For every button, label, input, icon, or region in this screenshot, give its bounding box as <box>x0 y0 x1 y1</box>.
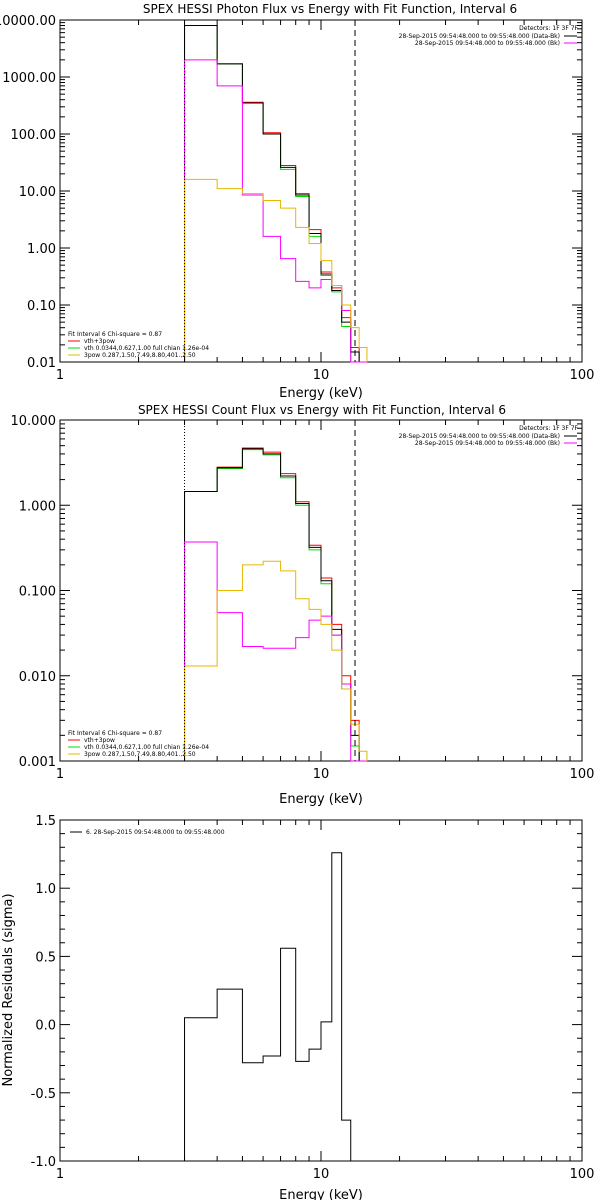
series-line <box>184 178 368 362</box>
photon-flux-detectors: Detectors: 1F 3F 7F <box>519 25 578 32</box>
series-line <box>184 25 367 363</box>
residuals-legend: 6. 28-Sep-2015 09:54:48.000 to 09:55:48.… <box>70 829 225 836</box>
residuals-x-ticks: 1 10 100 <box>56 820 595 1182</box>
residuals-xlabel: Energy (keV) <box>279 1188 363 1200</box>
photon-flux-time-legend: 28-Sep-2015 09:54:48.000 to 09:55:48.000… <box>399 33 577 47</box>
y-tick-label: -1.0 <box>31 1155 56 1170</box>
photon-flux-xlabel: Energy (keV) <box>279 386 363 401</box>
photon-flux-markers <box>184 20 356 362</box>
series-line <box>184 59 367 363</box>
photon-flux-panel: SPEX HESSI Photon Flux vs Energy with Fi… <box>0 2 594 401</box>
legend-item-label: vth 0.0344,0.627,1.00 full chian 1.26e-0… <box>84 744 209 751</box>
count-flux-x-ticks: 1 10 100 <box>56 420 595 782</box>
time-range-label: 28-Sep-2015 09:54:48.000 to 09:55:48.000… <box>399 433 560 440</box>
legend-header: Fit Interval 6 Chi-square = 0.87 <box>68 730 162 737</box>
time-range-label: 28-Sep-2015 09:54:48.000 to 09:55:48.000… <box>415 40 560 47</box>
legend-header: Fit Interval 6 Chi-square = 0.87 <box>68 331 162 338</box>
photon-flux-legend: Fit Interval 6 Chi-square = 0.87vth+3pow… <box>68 331 209 359</box>
photon-flux-title: SPEX HESSI Photon Flux vs Energy with Fi… <box>143 2 517 16</box>
count-flux-panel: SPEX HESSI Count Flux vs Energy with Fit… <box>11 403 595 807</box>
y-tick-label: -0.5 <box>31 1087 56 1102</box>
y-tick-label: 0.5 <box>35 950 56 965</box>
x-tick-label: 10 <box>313 1167 330 1182</box>
time-range-label: 28-Sep-2015 09:54:48.000 to 09:55:48.000… <box>399 33 560 40</box>
series-line <box>184 449 367 762</box>
y-tick-label: 0.010 <box>19 670 56 685</box>
x-tick-label: 10 <box>313 767 330 782</box>
y-tick-label: 10.000 <box>11 414 57 429</box>
y-tick-label: 10000.00 <box>0 14 56 29</box>
legend-item-label: vth 0.0344,0.627,1.00 full chian 1.26e-0… <box>84 345 209 352</box>
count-flux-xlabel: Energy (keV) <box>279 792 363 807</box>
time-range-label: 28-Sep-2015 09:54:48.000 to 09:55:48.000… <box>415 440 560 447</box>
residuals-series <box>184 852 352 1161</box>
x-tick-label: 1 <box>56 368 64 383</box>
photon-flux-series <box>184 25 368 363</box>
x-tick-label: 1 <box>56 767 64 782</box>
legend-item-label: vth+3pow <box>84 737 115 744</box>
x-tick-label: 100 <box>570 368 595 383</box>
count-flux-legend: Fit Interval 6 Chi-square = 0.87vth+3pow… <box>68 730 209 758</box>
series-line <box>184 852 352 1161</box>
series-line <box>184 447 367 762</box>
y-tick-label: 0.01 <box>27 356 56 371</box>
y-tick-label: 0.100 <box>19 585 56 600</box>
photon-flux-x-ticks: 1 10 100 <box>56 20 595 383</box>
x-tick-label: 100 <box>570 767 595 782</box>
series-line <box>184 448 367 762</box>
count-flux-series <box>184 447 368 762</box>
residuals-panel: -1.0 -0.5 0.0 0.5 1.0 1.5 1 10 100 Energy (keV)… <box>1 814 594 1200</box>
y-tick-label: 10.00 <box>19 185 56 200</box>
count-flux-markers <box>184 420 356 761</box>
count-flux-y-ticks: 0.001 0.010 0.100 1.000 10.000 <box>11 414 582 770</box>
y-tick-label: 1.5 <box>35 814 56 829</box>
y-tick-label: 1.0 <box>35 882 56 897</box>
photon-flux-frame <box>59 19 583 363</box>
y-tick-label: 100.00 <box>11 128 57 143</box>
photon-flux-y-ticks: 0.01 0.10 1.00 10.00 100.00 1000.00 10000.00 <box>0 14 582 371</box>
series-line <box>184 541 367 762</box>
series-line <box>184 560 368 761</box>
count-flux-title: SPEX HESSI Count Flux vs Energy with Fit… <box>138 403 506 417</box>
series-line <box>184 25 367 363</box>
y-tick-label: 1.000 <box>19 499 56 514</box>
count-flux-detectors: Detectors: 1F 3F 7F <box>519 425 578 432</box>
y-tick-label: 1.00 <box>27 242 56 257</box>
legend-item-label: vth+3pow <box>84 338 115 345</box>
legend-item-label: 3pow 0.287,1.50,7.49,8.80,401.,2.50 <box>84 751 196 758</box>
y-tick-label: 0.10 <box>27 299 56 314</box>
y-tick-label: 0.0 <box>35 1019 56 1034</box>
residuals-frame <box>59 819 583 1162</box>
count-flux-time-legend: 28-Sep-2015 09:54:48.000 to 09:55:48.000… <box>399 433 577 447</box>
y-tick-label: 1000.00 <box>2 71 56 86</box>
x-tick-label: 1 <box>56 1167 64 1182</box>
legend-item-label: 3pow 0.287,1.50,7.49,8.80,401.,2.50 <box>84 352 196 359</box>
y-tick-label: 0.001 <box>19 755 56 770</box>
count-flux-frame <box>59 419 583 762</box>
x-tick-label: 10 <box>313 368 330 383</box>
x-tick-label: 100 <box>570 1167 595 1182</box>
legend-item-label: 6. 28-Sep-2015 09:54:48.000 to 09:55:48.… <box>86 829 225 836</box>
series-line <box>184 25 367 363</box>
residuals-ylabel: Normalized Residuals (sigma) <box>1 893 16 1086</box>
residuals-y-ticks: -1.0 -0.5 0.0 0.5 1.0 1.5 <box>31 814 582 1170</box>
